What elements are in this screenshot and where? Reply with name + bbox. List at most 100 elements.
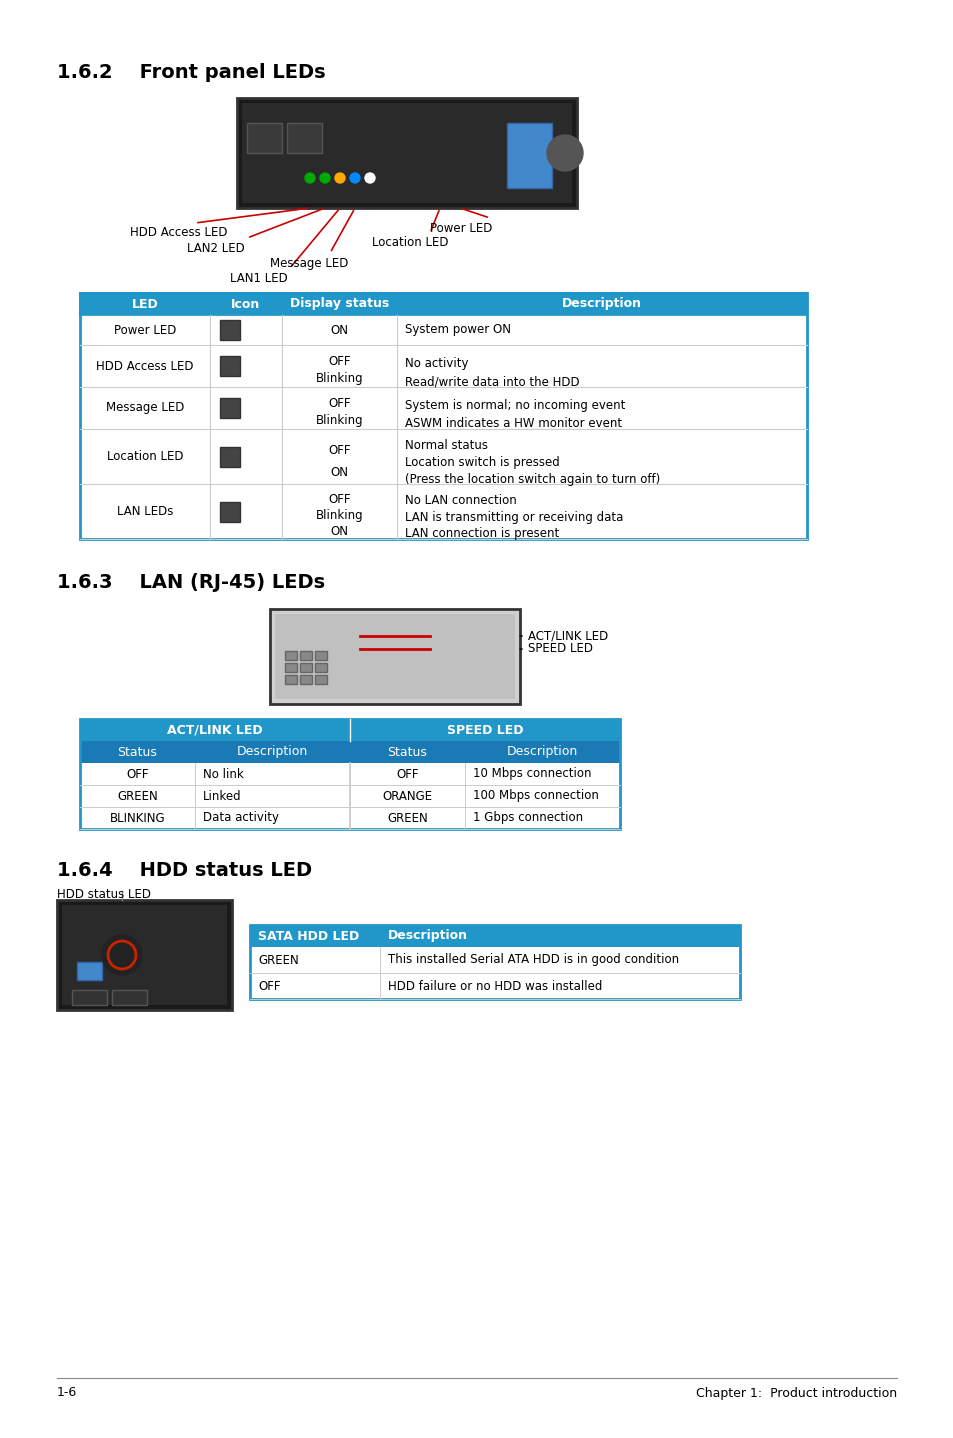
Text: OFF: OFF [126,768,149,781]
Text: 1.6.4    HDD status LED: 1.6.4 HDD status LED [57,861,312,880]
Bar [250,948,740,974]
Bar [247,124,282,152]
Text: Status: Status [387,745,427,758]
Circle shape [546,135,582,171]
Bar [506,124,552,188]
Bar [80,741,619,764]
Bar [80,345,806,387]
Text: OFF: OFF [328,355,351,368]
Text: System power ON: System power ON [405,324,511,336]
Text: Description: Description [561,298,641,311]
Text: 1 Gbps connection: 1 Gbps connection [473,811,582,824]
Bar [285,663,296,672]
Text: LAN1 LED: LAN1 LED [230,272,288,285]
Text: 1-6: 1-6 [57,1386,77,1399]
Text: System is normal; no incoming event: System is normal; no incoming event [405,398,625,411]
Text: Blinking: Blinking [315,372,363,385]
Bar [71,989,107,1005]
Bar [250,974,740,999]
Circle shape [335,173,345,183]
Bar [57,900,232,1009]
Text: ACT/LINK LED: ACT/LINK LED [527,630,608,643]
Text: Description: Description [506,745,578,758]
Circle shape [319,173,330,183]
Text: Message LED: Message LED [270,256,348,269]
Bar [80,719,619,828]
Text: No activity: No activity [405,357,468,370]
Text: GREEN: GREEN [117,789,157,802]
Text: HDD Access LED: HDD Access LED [130,227,227,240]
Text: Blinking: Blinking [315,509,363,522]
Text: Icon: Icon [232,298,260,311]
Text: SATA HDD LED: SATA HDD LED [257,929,359,942]
Text: Location switch is pressed: Location switch is pressed [405,456,559,469]
Text: Power LED: Power LED [430,221,492,234]
Text: ACT/LINK LED: ACT/LINK LED [167,723,262,736]
Text: Description: Description [388,929,468,942]
Text: ON: ON [330,324,348,336]
Bar [220,398,240,418]
Text: Read/write data into the HDD: Read/write data into the HDD [405,375,579,388]
Circle shape [305,173,314,183]
Text: HDD failure or no HDD was installed: HDD failure or no HDD was installed [388,979,601,992]
Text: BLINKING: BLINKING [110,811,165,824]
Bar [80,485,806,539]
Text: (Press the location switch again to turn off): (Press the location switch again to turn… [405,473,659,486]
Bar [314,663,327,672]
Bar [250,925,740,999]
Text: Location LED: Location LED [107,450,183,463]
Text: Description: Description [236,745,308,758]
Bar [299,674,312,684]
Bar [80,315,806,345]
Text: Chapter 1:  Product introduction: Chapter 1: Product introduction [695,1386,896,1399]
Bar [314,674,327,684]
Bar [350,719,619,741]
Text: This installed Serial ATA HDD is in good condition: This installed Serial ATA HDD is in good… [388,953,679,966]
Bar [220,357,240,375]
Text: ORANGE: ORANGE [382,789,432,802]
Text: Status: Status [117,745,157,758]
Text: OFF: OFF [328,493,351,506]
Text: OFF: OFF [328,444,351,457]
Text: 100 Mbps connection: 100 Mbps connection [473,789,598,802]
Text: HDD Access LED: HDD Access LED [96,360,193,372]
Bar [314,651,327,660]
Text: No LAN connection: No LAN connection [405,495,517,508]
Text: GREEN: GREEN [387,811,428,824]
Bar [80,387,806,429]
Bar [220,321,240,339]
Text: Display status: Display status [290,298,389,311]
Text: ON: ON [330,525,348,538]
Text: SPEED LED: SPEED LED [527,643,593,656]
Text: LAN is transmitting or receiving data: LAN is transmitting or receiving data [405,510,622,523]
Bar [112,989,147,1005]
Bar [220,502,240,522]
Text: LAN LEDs: LAN LEDs [116,505,173,518]
Circle shape [350,173,359,183]
Text: 1.6.3    LAN (RJ-45) LEDs: 1.6.3 LAN (RJ-45) LEDs [57,574,325,592]
Text: ON: ON [330,466,348,479]
Text: ASWM indicates a HW monitor event: ASWM indicates a HW monitor event [405,417,621,430]
Bar [299,651,312,660]
Bar [250,925,740,948]
Bar [80,764,619,785]
Text: OFF: OFF [257,979,280,992]
Bar [285,651,296,660]
Bar [287,124,322,152]
Text: Message LED: Message LED [106,401,184,414]
Text: GREEN: GREEN [257,953,298,966]
Text: OFF: OFF [328,397,351,410]
Text: Power LED: Power LED [113,324,176,336]
Bar [80,429,806,485]
Text: No link: No link [203,768,244,781]
Bar [220,447,240,466]
Text: Linked: Linked [203,789,241,802]
Bar [299,663,312,672]
Bar [80,293,806,539]
Text: Data activity: Data activity [203,811,278,824]
Text: Blinking: Blinking [315,414,363,427]
Bar [236,98,577,209]
Text: 10 Mbps connection: 10 Mbps connection [473,768,591,781]
Bar [77,962,102,981]
Bar [274,614,515,699]
